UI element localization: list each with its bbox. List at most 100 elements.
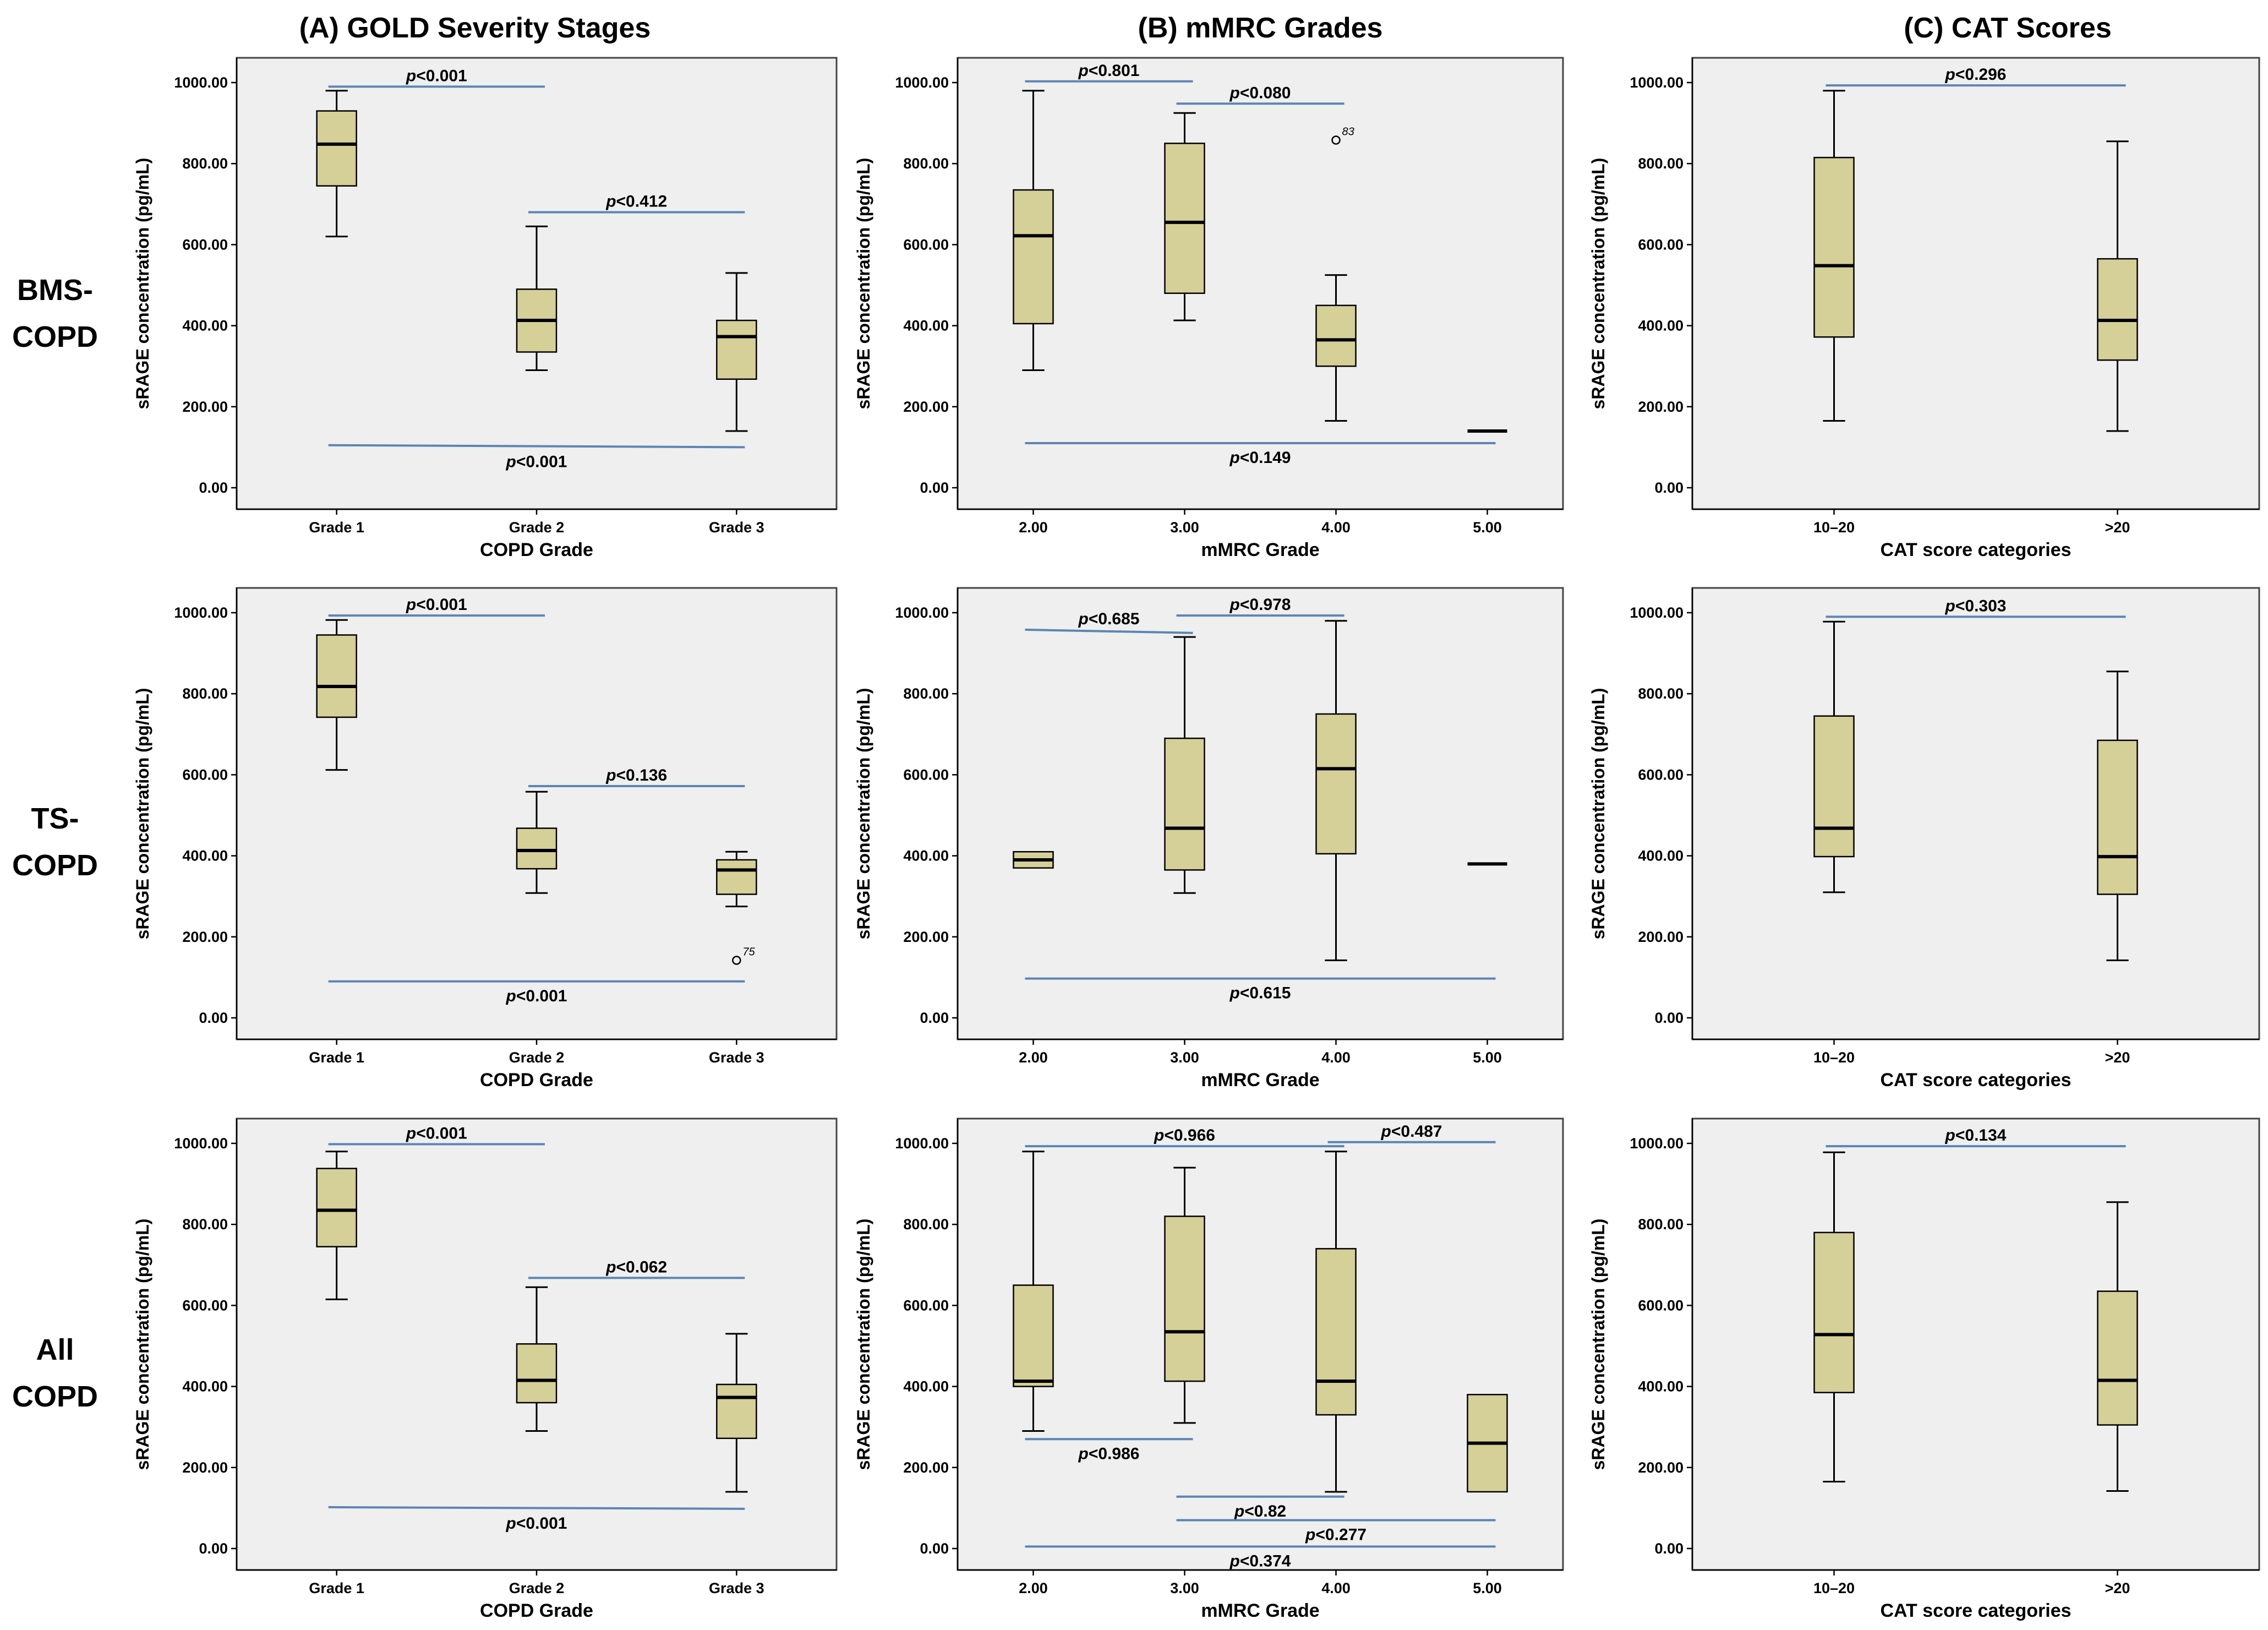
y-tick-label: 400.00 [182, 848, 228, 864]
plot-area [957, 1117, 1564, 1571]
y-axis-title: sRAGE concentration (pg/mL) [133, 1219, 152, 1470]
y-tick-label: 200.00 [182, 1459, 228, 1476]
panel-bms-gold: 0.00 200.00 400.00 600.00 800.00 1000.00 Grade… [133, 57, 838, 560]
outlier-label: 75 [742, 946, 755, 958]
box-3 [1315, 1151, 1357, 1493]
box-1 [316, 90, 357, 238]
y-tick-label: 800.00 [182, 685, 228, 702]
y-tick-label: 200.00 [1638, 1459, 1684, 1476]
y-tick-label: 0.00 [1654, 1010, 1684, 1026]
outlier-point [732, 956, 741, 965]
x-axis-title: CAT score categories [1880, 1070, 2071, 1091]
box-1 [316, 619, 357, 771]
significance-line [1025, 628, 1193, 634]
x-tick-label: 3.00 [1170, 1049, 1199, 1066]
x-tick-label: 4.00 [1321, 1580, 1351, 1596]
y-tick-label: 400.00 [903, 848, 949, 864]
y-tick-label: 1000.00 [895, 74, 949, 91]
p-value-label: p<0.062 [605, 1258, 667, 1276]
y-tick-label: 1000.00 [895, 604, 949, 621]
iqr-box [716, 859, 757, 895]
box-3 [716, 1333, 757, 1493]
panel-ts-gold: 0.00 200.00 400.00 600.00 800.00 1000.00 Grade… [133, 587, 838, 1091]
iqr-box [316, 1168, 357, 1247]
iqr-box [1315, 713, 1357, 855]
box-2 [1164, 1166, 1205, 1424]
p-value-label: p<0.296 [1945, 66, 2007, 84]
p-value-label: p<0.277 [1305, 1525, 1367, 1544]
y-tick-label: 200.00 [182, 399, 228, 415]
iqr-box [1164, 143, 1205, 294]
panel-bms-mmrc: 0.00 200.00 400.00 600.00 800.00 1000.00 2.00 3… [854, 57, 1564, 560]
p-value-label: p<0.136 [605, 766, 667, 784]
x-tick-label: Grade 2 [509, 519, 565, 536]
y-tick-label: 200.00 [182, 929, 228, 945]
y-tick-label: 800.00 [903, 685, 949, 702]
box-2 [1164, 636, 1205, 894]
x-tick-label: Grade 3 [709, 519, 764, 536]
y-tick-label: 600.00 [1638, 766, 1684, 783]
y-axis-title: sRAGE concentration (pg/mL) [133, 158, 152, 410]
row-label-all-line2: COPD [12, 1380, 98, 1413]
y-tick-label: 800.00 [182, 155, 228, 172]
iqr-box [716, 319, 757, 380]
p-value-label: p<0.966 [1154, 1126, 1215, 1144]
x-axis-title: mMRC Grade [1201, 1600, 1319, 1621]
box-3 [1315, 620, 1357, 961]
p-value-label: p<0.978 [1229, 596, 1291, 614]
panel-ts-cat: 0.00 200.00 400.00 600.00 800.00 1000.00 10–20… [1588, 587, 2260, 1091]
iqr-box [1013, 189, 1054, 325]
box-2 [2097, 670, 2138, 961]
p-value-label: p<0.001 [506, 453, 567, 471]
row-label-bms-line1: BMS- [17, 274, 93, 307]
y-tick-label: 600.00 [182, 236, 228, 253]
x-tick-label: Grade 3 [709, 1049, 764, 1066]
box-1 [1813, 90, 1855, 422]
box-2 [1164, 112, 1205, 321]
box-1 [316, 1151, 357, 1300]
box-1 [1813, 1151, 1855, 1483]
box-3 [1315, 274, 1357, 422]
p-value-label: p<0.82 [1234, 1502, 1286, 1520]
x-tick-label: 3.00 [1170, 1580, 1199, 1596]
y-axis-title: sRAGE concentration (pg/mL) [1588, 158, 1608, 410]
iqr-box [316, 110, 357, 187]
y-tick-label: 1000.00 [174, 1135, 228, 1152]
iqr-box [1315, 1248, 1357, 1416]
y-tick-label: 200.00 [903, 929, 949, 945]
p-value-label: p<0.303 [1945, 597, 2007, 615]
panel-bms-cat: 0.00 200.00 400.00 600.00 800.00 1000.00 10–20… [1588, 57, 2260, 560]
y-axis-title: sRAGE concentration (pg/mL) [1588, 688, 1608, 940]
iqr-box [516, 1343, 558, 1404]
significance-line [328, 1506, 745, 1510]
y-tick-label: 200.00 [903, 1459, 949, 1476]
row-label-ts-line1: TS- [31, 802, 79, 835]
box-2 [2097, 1201, 2138, 1492]
iqr-box [516, 827, 558, 870]
outlier-point [1331, 135, 1341, 145]
outlier-label: 83 [1342, 126, 1354, 138]
y-tick-label: 600.00 [903, 236, 949, 253]
x-axis-title: CAT score categories [1880, 539, 2071, 560]
y-tick-label: 800.00 [182, 1216, 228, 1233]
y-tick-label: 600.00 [182, 766, 228, 783]
y-tick-label: 1000.00 [174, 604, 228, 621]
panel-all-mmrc: 0.00 200.00 400.00 600.00 800.00 1000.00 2.00 3… [854, 1117, 1564, 1621]
box-1 [1013, 1151, 1054, 1432]
y-tick-label: 0.00 [199, 479, 228, 496]
p-value-label: p<0.001 [406, 596, 467, 614]
x-tick-label: Grade 3 [709, 1580, 764, 1596]
y-tick-label: 400.00 [182, 318, 228, 334]
panel-all-gold: 0.00 200.00 400.00 600.00 800.00 1000.00 Grade… [133, 1117, 838, 1621]
y-tick-label: 1000.00 [895, 1135, 949, 1152]
x-tick-label: 2.00 [1019, 519, 1048, 536]
panel-all-cat: 0.00 200.00 400.00 600.00 800.00 1000.00 10–20… [1588, 1117, 2260, 1621]
x-tick-label: 10–20 [1813, 1580, 1855, 1596]
p-value-label: p<0.374 [1229, 1552, 1291, 1570]
y-axis-title: sRAGE concentration (pg/mL) [1588, 1219, 1608, 1470]
y-tick-label: 0.00 [199, 1540, 228, 1557]
panel-ts-mmrc: 0.00 200.00 400.00 600.00 800.00 1000.00 2.00 3… [854, 587, 1564, 1091]
p-value-label: p<0.001 [506, 987, 567, 1005]
y-tick-label: 1000.00 [174, 74, 228, 91]
